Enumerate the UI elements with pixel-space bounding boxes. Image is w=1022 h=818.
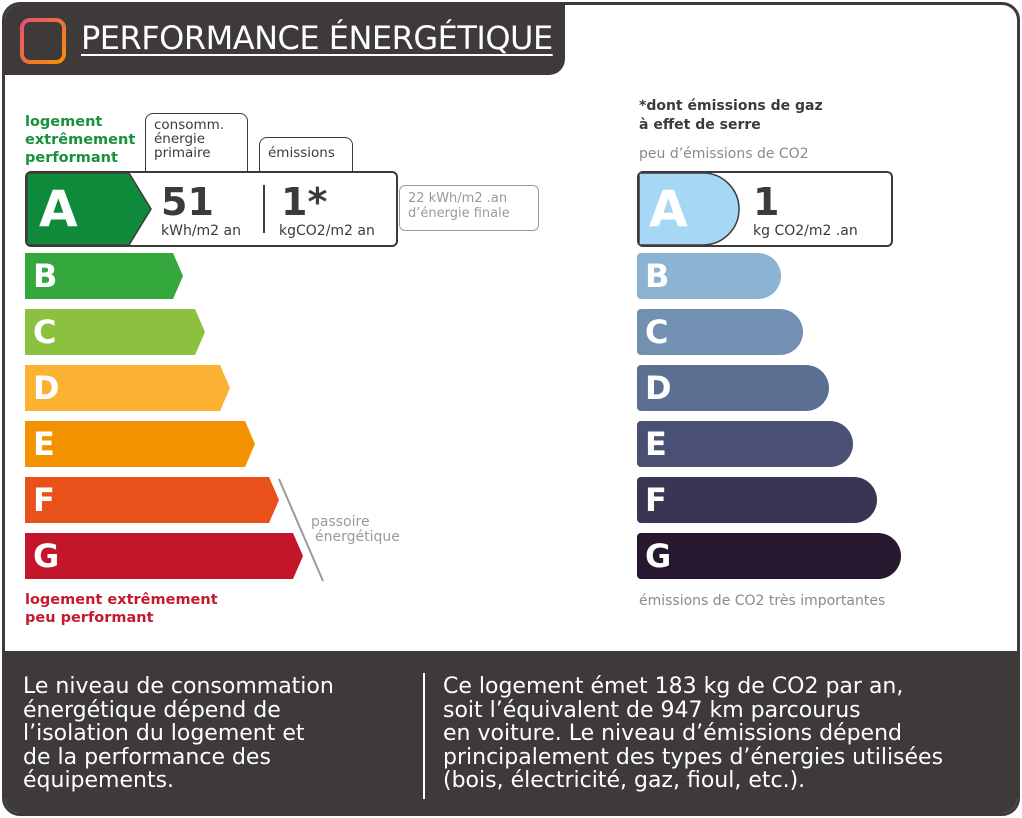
footer-line: Le niveau de consommation [23,674,334,699]
top-performance-label: logement extrêmement performant [25,113,135,167]
footer-line: (bois, électricité, gaz, fioul, etc.). [443,768,806,793]
footer-line: l’isolation du logement et [23,721,305,746]
energy-class-arrow [25,533,303,579]
energy-class-shape [25,365,230,411]
consumption-column-header: consomm. énergie primaire [145,113,248,173]
footer-panel: Le niveau de consommation énergétique dé… [5,651,1017,813]
co2-class-g-bar: G [637,533,901,579]
header-line: consomm. [154,117,225,133]
footer-line: Ce logement émet 183 kg de CO2 par an, [443,674,904,699]
co2-class-d-bar: D [637,365,829,411]
co2-class-b-bar: B [637,253,781,299]
energy-class-shape [25,421,255,467]
energy-class-arrow [25,421,255,467]
co2-heading: *dont émissions de gaz à effet de serre [639,97,823,135]
bottom-label-line: logement extrêmement [25,592,218,608]
title-bar: PERFORMANCE ÉNERGÉTIQUE [5,5,565,75]
final-energy-box: 22 kWh/m2 .an d’énergie finale [399,185,539,231]
co2-class-f-bar: F [637,477,877,523]
top-label-line: extrêmement [25,132,136,148]
current-co2-class: A [649,180,688,238]
passoire-line: passoire [311,514,370,530]
current-co2-shape [639,173,740,245]
footer-separator [423,673,425,799]
co2-top-note: peu d’émissions de CO2 [639,146,809,162]
energy-class-letter: E [33,425,55,463]
footer-line: énergétique dépend de [23,697,281,723]
energy-class-arrow [25,253,183,299]
passoire-label: passoire énergétique [311,515,400,545]
energy-class-letter: C [33,313,57,351]
co2-heading-line: à effet de serre [639,117,761,133]
footer-right-text: Ce logement émet 183 kg de CO2 par an, s… [443,675,943,793]
value-separator [263,185,265,233]
header-line: énergie [154,131,206,147]
consumption-unit: kWh/m2 an [161,223,241,239]
co2-class-letter: C [645,313,669,351]
co2-class-letter: B [645,257,670,295]
energy-class-f-bar: F [25,477,281,523]
emissions-value: 1* [281,180,328,224]
current-energy-box: A 51 kWh/m2 an 1* kgCO2/m2 an [25,171,398,247]
consumption-value: 51 [161,180,214,224]
energy-class-shape [25,533,303,579]
co2-unit: kg CO2/m2 .an [753,223,858,239]
co2-class-letter: F [645,481,667,519]
footer-line: principalement des types d’énergies util… [443,744,944,770]
co2-bottom-note: émissions de CO2 très importantes [639,593,886,609]
energy-class-b-bar: B [25,253,185,299]
emissions-unit: kgCO2/m2 an [279,223,375,239]
energy-class-g-bar: G [25,533,305,579]
co2-class-c-bar: C [637,309,803,355]
passoire-divider [278,478,324,582]
energy-class-letter: B [33,257,58,295]
footer-line: équipements. [23,768,175,793]
current-energy-class: A [39,180,78,238]
bottom-performance-label: logement extrêmement peu performant [25,591,218,627]
passoire-line: énergétique [315,529,400,545]
current-energy-arrow [27,173,152,245]
co2-heading-line: *dont émissions de gaz [639,98,823,114]
emissions-column-header: émissions [259,137,353,173]
energy-class-letter: G [33,537,60,575]
co2-class-letter: D [645,369,672,407]
energy-class-letter: D [33,369,60,407]
page-title: PERFORMANCE ÉNERGÉTIQUE [81,19,553,57]
top-label-line: logement [25,114,103,130]
energy-class-arrow [25,365,230,411]
header-line: primaire [154,145,211,161]
footer-left-text: Le niveau de consommation énergétique dé… [23,675,334,793]
energy-class-letter: F [33,481,55,519]
top-label-line: performant [25,150,118,166]
co2-value: 1 [753,180,780,224]
energy-class-e-bar: E [25,421,257,467]
co2-class-e-bar: E [637,421,853,467]
co2-class-letter: G [645,537,672,575]
co2-class-letter: E [645,425,667,463]
energy-class-d-bar: D [25,365,232,411]
energy-class-arrow [25,309,205,355]
bottom-label-line: peu performant [25,610,154,626]
energy-class-c-bar: C [25,309,207,355]
energy-class-shape [25,309,205,355]
footer-line: en voiture. Le niveau d’émissions dépend [443,721,902,746]
energy-class-shape [25,253,183,299]
final-energy-line: 22 kWh/m2 .an [408,191,508,206]
current-co2-box: A 1 kg CO2/m2 .an [637,171,893,247]
footer-line: de la performance des [23,744,271,770]
energy-class-arrow [25,477,279,523]
final-energy-line: d’énergie finale [408,206,510,221]
energy-class-shape [25,477,279,523]
footer-line: soit l’équivalent de 947 km parcourus [443,697,861,723]
house-grid-icon [20,18,66,64]
